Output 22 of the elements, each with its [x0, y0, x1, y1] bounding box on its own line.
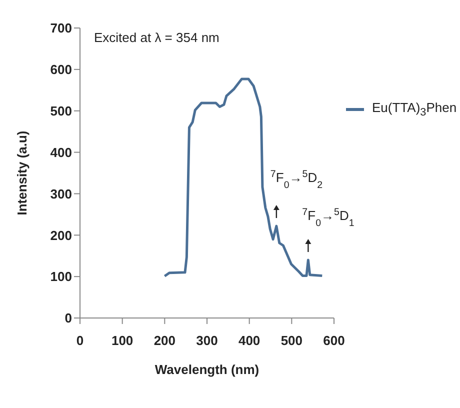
annotation: $^{7}$F$_{0}$→$^{5}$D$_{2}$ — [270, 168, 323, 191]
y-tick-label: 300 — [50, 186, 72, 202]
x-tick-label: 400 — [238, 333, 260, 348]
y-tick-label: 500 — [50, 103, 72, 118]
y-tick-label: 400 — [50, 144, 72, 160]
x-axis-title: Wavelength (nm) — [154, 362, 260, 377]
x-tick-label: 500 — [280, 333, 303, 348]
y-tick-label: 200 — [50, 228, 72, 243]
x-tick-label: 300 — [196, 333, 218, 348]
x-tick-label: 600 — [323, 333, 345, 348]
x-tick-label: 100 — [111, 333, 134, 348]
line-series — [163, 78, 324, 278]
legend-label: Eu(TTA)$_{3}$Phen — [372, 100, 457, 119]
x-tick-label: 200 — [154, 333, 176, 348]
y-tick-label: 700 — [50, 20, 72, 36]
annotation: $^{7}$F$_{0}$→$^{5}$D$_{1}$ — [302, 206, 354, 228]
y-tick-label: 100 — [50, 269, 72, 284]
annotation: Excited at λ = 354 nm — [94, 30, 220, 45]
y-axis-title: Intensity (a.u) — [14, 130, 30, 216]
y-tick-label: 0 — [64, 310, 72, 326]
y-tick-label: 600 — [50, 62, 72, 78]
x-tick-label: 0 — [76, 333, 84, 348]
